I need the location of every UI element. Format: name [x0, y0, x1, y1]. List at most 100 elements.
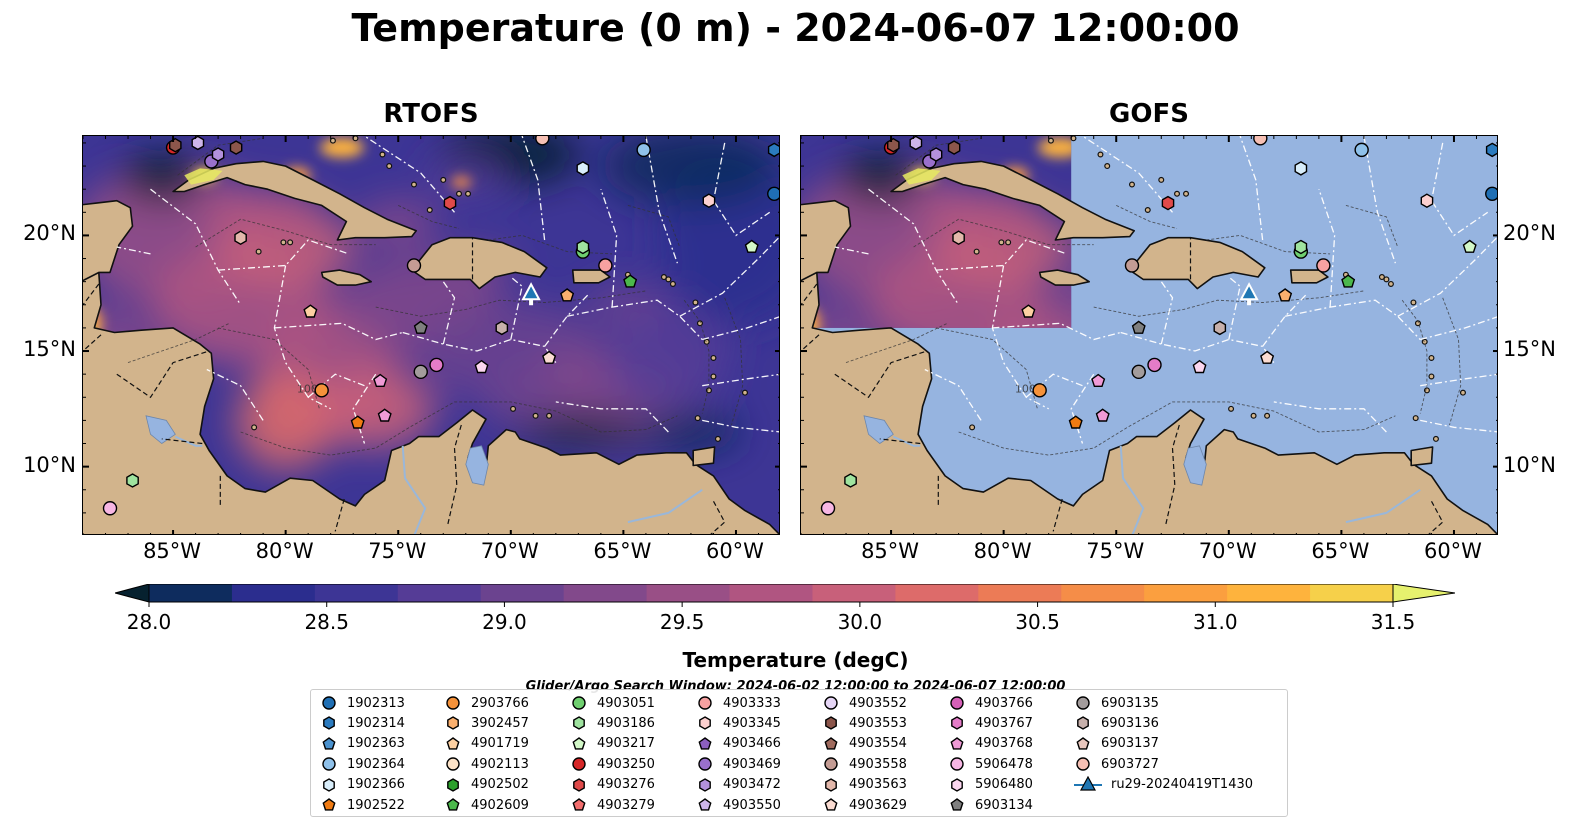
legend-marker-icon	[323, 716, 335, 731]
legend-marker-icon	[1076, 736, 1090, 750]
legend-item: 4903250	[569, 754, 655, 774]
legend-item-label: 4903554	[849, 736, 907, 752]
legend-item: 4902609	[443, 795, 529, 815]
legend-marker-icon	[698, 696, 712, 710]
float-marker	[576, 161, 590, 176]
legend-marker-icon	[322, 757, 336, 771]
gofs-map-canvas: 1000	[801, 136, 1497, 534]
float-marker	[1294, 161, 1308, 176]
legend-item-label: 4903217	[597, 736, 655, 752]
legend-item: 1902364	[319, 754, 405, 774]
legend-item: 4903333	[695, 693, 781, 713]
float-marker	[929, 147, 943, 162]
legend-item: 4903217	[569, 734, 655, 754]
legend-marker-icon	[699, 777, 711, 792]
legend-marker-icon	[824, 798, 838, 811]
legend-marker-icon	[446, 696, 460, 710]
float-marker	[1316, 258, 1331, 273]
legend-marker-icon	[323, 777, 335, 792]
x-tick-label-rtofs: 65°W	[593, 539, 652, 563]
y-tick-label-left: 10°N	[23, 452, 76, 477]
legend-item: 1902366	[319, 775, 405, 795]
legend-marker-icon	[825, 716, 837, 731]
legend-item-label: 4903766	[975, 695, 1033, 711]
float-marker	[1420, 193, 1434, 209]
legend-item-label: 4903550	[723, 797, 781, 813]
float-marker	[560, 288, 575, 302]
colorbar-tick-label: 30.5	[1015, 610, 1060, 634]
x-tick-label-rtofs: 85°W	[143, 539, 202, 563]
float-marker	[1260, 350, 1275, 364]
float-marker	[211, 147, 225, 162]
gofs-map: 1000	[800, 135, 1498, 535]
rtofs-map-canvas: 1000	[83, 136, 779, 534]
legend-item: 6903134	[947, 795, 1033, 815]
legend-item: 4903345	[695, 713, 781, 733]
legend-item: 2903766	[443, 693, 529, 713]
legend-item: 6903727	[1073, 754, 1159, 774]
x-tick-label-rtofs: 60°W	[705, 539, 764, 563]
legend-item: 5906478	[947, 754, 1033, 774]
legend-marker-icon	[446, 798, 460, 811]
float-marker	[767, 186, 779, 202]
x-tick-label-rtofs: 70°W	[480, 539, 539, 563]
legend-item: 4902113	[443, 754, 529, 774]
legend-item: 4903563	[821, 775, 907, 795]
float-marker	[1021, 304, 1036, 318]
legend-item: 5906480	[947, 775, 1033, 795]
legend-marker-icon	[699, 716, 711, 731]
colorbar-tick-label: 30.0	[837, 610, 883, 634]
x-tick-label-gofs: 85°W	[861, 539, 920, 563]
float-marker	[1032, 383, 1047, 398]
legend-item-label: 4903276	[597, 777, 655, 793]
legend-marker-icon	[950, 798, 964, 811]
legend-item: 4903768	[947, 734, 1033, 754]
float-marker	[443, 195, 457, 211]
float-marker	[474, 359, 489, 374]
legend-marker-icon	[573, 716, 585, 731]
float-marker	[576, 239, 590, 255]
float-marker	[413, 320, 428, 334]
y-tick-label-right: 15°N	[1503, 337, 1556, 362]
legend-marker-icon	[572, 757, 586, 771]
x-tick-label-gofs: 65°W	[1311, 539, 1370, 563]
legend-item: 4901719	[443, 734, 529, 754]
colorbar-label: Temperature (degC)	[682, 648, 909, 672]
legend-item-label: ru29-20240419T1430	[1111, 777, 1254, 793]
legend-marker-icon	[447, 777, 459, 792]
colorbar-tick-label: 28.5	[304, 610, 349, 634]
float-marker	[623, 274, 638, 288]
float-marker	[1124, 258, 1140, 273]
colorbar-tick-label: 31.5	[1370, 610, 1416, 634]
colorbar-tick-label: 31.0	[1193, 610, 1238, 634]
legend-marker-icon	[447, 716, 459, 731]
legend-item-label: 4903558	[849, 756, 907, 772]
y-tick-label-left: 15°N	[23, 337, 76, 362]
float-marker	[429, 357, 444, 373]
legend-marker-icon	[1074, 775, 1102, 791]
legend-item-label: 4903186	[597, 715, 655, 731]
float-marker	[126, 473, 139, 488]
legend-marker-icon	[698, 757, 712, 771]
legend-marker-icon	[951, 777, 963, 792]
y-tick-label-left: 20°N	[23, 221, 76, 246]
float-marker	[229, 140, 243, 155]
legend-item-label: 2903766	[471, 695, 529, 711]
float-marker	[1068, 415, 1083, 429]
legend-item-label: 4903333	[723, 695, 781, 711]
panel-title-gofs: GOFS	[1109, 99, 1189, 129]
legend-marker-icon	[950, 757, 964, 771]
legend-marker-icon	[698, 798, 712, 811]
float-marker	[886, 137, 900, 153]
float-marker	[909, 136, 923, 151]
float-marker	[947, 140, 961, 155]
float-marker	[406, 258, 422, 273]
legend-marker-icon	[824, 696, 838, 710]
legend-item: 6903137	[1073, 734, 1159, 754]
legend-item-label: 4901719	[471, 736, 529, 752]
colorbar-tick-label: 29.0	[482, 610, 527, 634]
legend-item-label: 1902364	[347, 756, 405, 772]
legend: 1902313 1902314 1902363 1902364 1902366 19025…	[310, 689, 1288, 817]
rtofs-map: 1000	[82, 135, 780, 535]
legend-marker-icon	[1076, 696, 1090, 710]
